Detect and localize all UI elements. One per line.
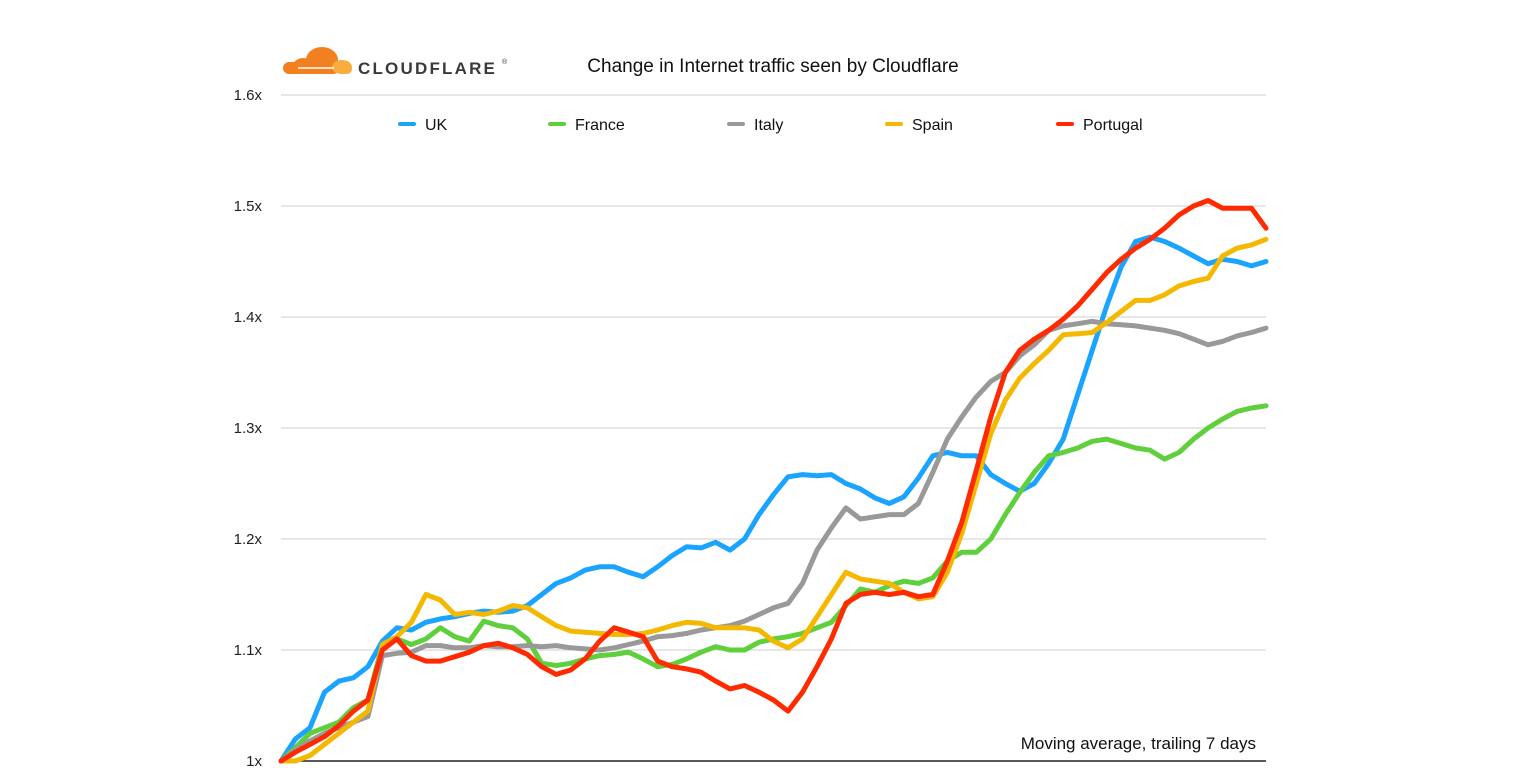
legend-item-france: France (548, 117, 625, 134)
y-tick-label: 1.2x (234, 531, 263, 548)
series-line-italy (278, 318, 1269, 764)
legend-label: Portugal (1083, 117, 1143, 134)
legend-item-italy: Italy (727, 117, 783, 134)
y-tick-label: 1x (246, 753, 262, 768)
y-axis-ticks: 1x 1.1x 1.2x 1.3x 1.4x 1.5x 1.6x (234, 87, 263, 768)
y-tick-label: 1.1x (234, 642, 263, 659)
legend-label: UK (425, 117, 448, 134)
logo-registered-mark: ® (502, 58, 508, 66)
series-line-france (278, 403, 1269, 764)
legend: UK France Italy Spain Portugal (398, 117, 1143, 134)
legend-label: France (575, 117, 625, 134)
legend-label: Italy (754, 117, 783, 134)
series-lines (278, 198, 1269, 764)
y-tick-label: 1.3x (234, 420, 263, 437)
cloud-icon (283, 47, 352, 74)
legend-item-spain: Spain (885, 117, 953, 134)
legend-label: Spain (912, 117, 953, 134)
chart-title: Change in Internet traffic seen by Cloud… (587, 56, 958, 77)
moving-average-note: Moving average, trailing 7 days (1021, 734, 1256, 753)
y-tick-label: 1.4x (234, 309, 263, 326)
cloudflare-logo: CLOUDFLARE ® (283, 47, 508, 78)
y-tick-label: 1.6x (234, 87, 263, 104)
legend-item-portugal: Portugal (1056, 117, 1143, 134)
series-line-portugal (278, 198, 1269, 764)
y-tick-label: 1.5x (234, 198, 263, 215)
legend-item-uk: UK (398, 117, 448, 134)
series-line-spain (278, 236, 1269, 764)
logo-wordmark: CLOUDFLARE (358, 59, 497, 78)
